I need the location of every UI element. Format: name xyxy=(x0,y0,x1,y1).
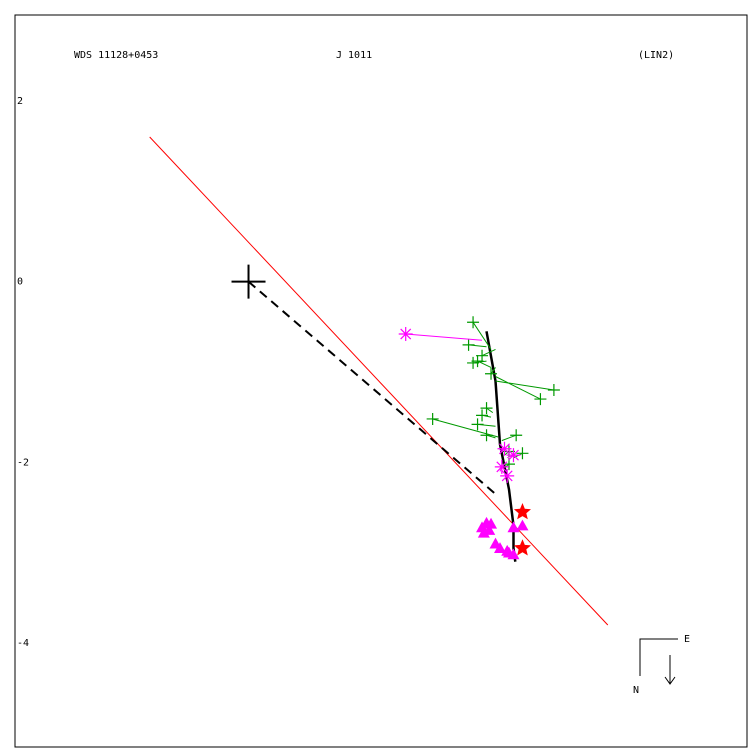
micrometer-residual-line xyxy=(486,407,494,414)
photographic-point xyxy=(497,441,512,456)
speckle-point xyxy=(485,517,498,529)
compass: E N xyxy=(633,634,690,696)
micrometer-point xyxy=(467,316,480,329)
photographic-point xyxy=(494,459,509,474)
primary-star-layer xyxy=(231,264,266,299)
micrometer-point xyxy=(476,409,489,422)
photographic-point xyxy=(506,448,521,463)
y-tick-labels: 2 0 -2 -4 xyxy=(17,96,29,649)
y-tick-label: -4 xyxy=(17,638,29,649)
fit-line-layer xyxy=(149,136,609,626)
micrometer-residual-line xyxy=(490,367,496,375)
compass-north-label: N xyxy=(633,685,639,696)
micrometer-residual-line xyxy=(472,322,492,350)
speckle-point xyxy=(501,544,514,556)
recent-point xyxy=(513,539,531,556)
speckle-point xyxy=(516,519,529,531)
speckle-point xyxy=(477,526,490,538)
micrometer-point xyxy=(516,447,529,460)
speckle-point xyxy=(483,524,496,535)
micrometer-point xyxy=(426,412,439,425)
speckle-layer xyxy=(476,516,529,560)
compass-east-label: E xyxy=(684,634,690,645)
plot-frame xyxy=(14,14,748,748)
speckle-point xyxy=(507,548,520,560)
micrometer-point xyxy=(462,338,475,351)
header-disc: J 1011 xyxy=(336,50,372,61)
micrometer-residual-line xyxy=(432,418,499,438)
micrometer-point xyxy=(471,418,484,431)
micrometer-point xyxy=(471,355,484,368)
header-ref: (LIN2) xyxy=(638,50,674,61)
y-tick-label: -2 xyxy=(17,457,29,468)
node-line-layer xyxy=(247,280,497,495)
fit-line xyxy=(149,136,609,626)
photographic-point xyxy=(500,468,515,483)
micrometer-point xyxy=(480,402,493,415)
micrometer-layer xyxy=(426,316,560,471)
micrometer-point xyxy=(485,367,498,380)
micrometer-point xyxy=(510,429,523,442)
y-tick-label: 0 xyxy=(17,277,23,288)
micrometer-residual-line xyxy=(495,380,554,391)
micrometer-point xyxy=(547,384,560,397)
y-tick-label: 2 xyxy=(17,96,23,107)
micrometer-residual-line xyxy=(477,360,492,368)
compass-axes xyxy=(639,638,678,676)
photographic-layer xyxy=(398,327,521,483)
speckle-point xyxy=(507,521,520,533)
header-wds: WDS 11128+0453 xyxy=(74,50,158,61)
micrometer-residual-line xyxy=(501,434,517,442)
recent-point xyxy=(513,503,531,520)
micrometer-point xyxy=(534,393,547,406)
primary-star-marker xyxy=(231,264,266,299)
micrometer-point xyxy=(480,429,493,442)
recent-layer xyxy=(513,503,531,556)
photographic-residual-line xyxy=(405,333,483,341)
speckle-point xyxy=(494,542,507,553)
node-line xyxy=(247,280,497,495)
photographic-point xyxy=(398,327,413,342)
micrometer-residual-line xyxy=(481,348,496,357)
compass-arrow-head xyxy=(664,676,676,685)
micrometer-residual-line xyxy=(495,376,541,400)
